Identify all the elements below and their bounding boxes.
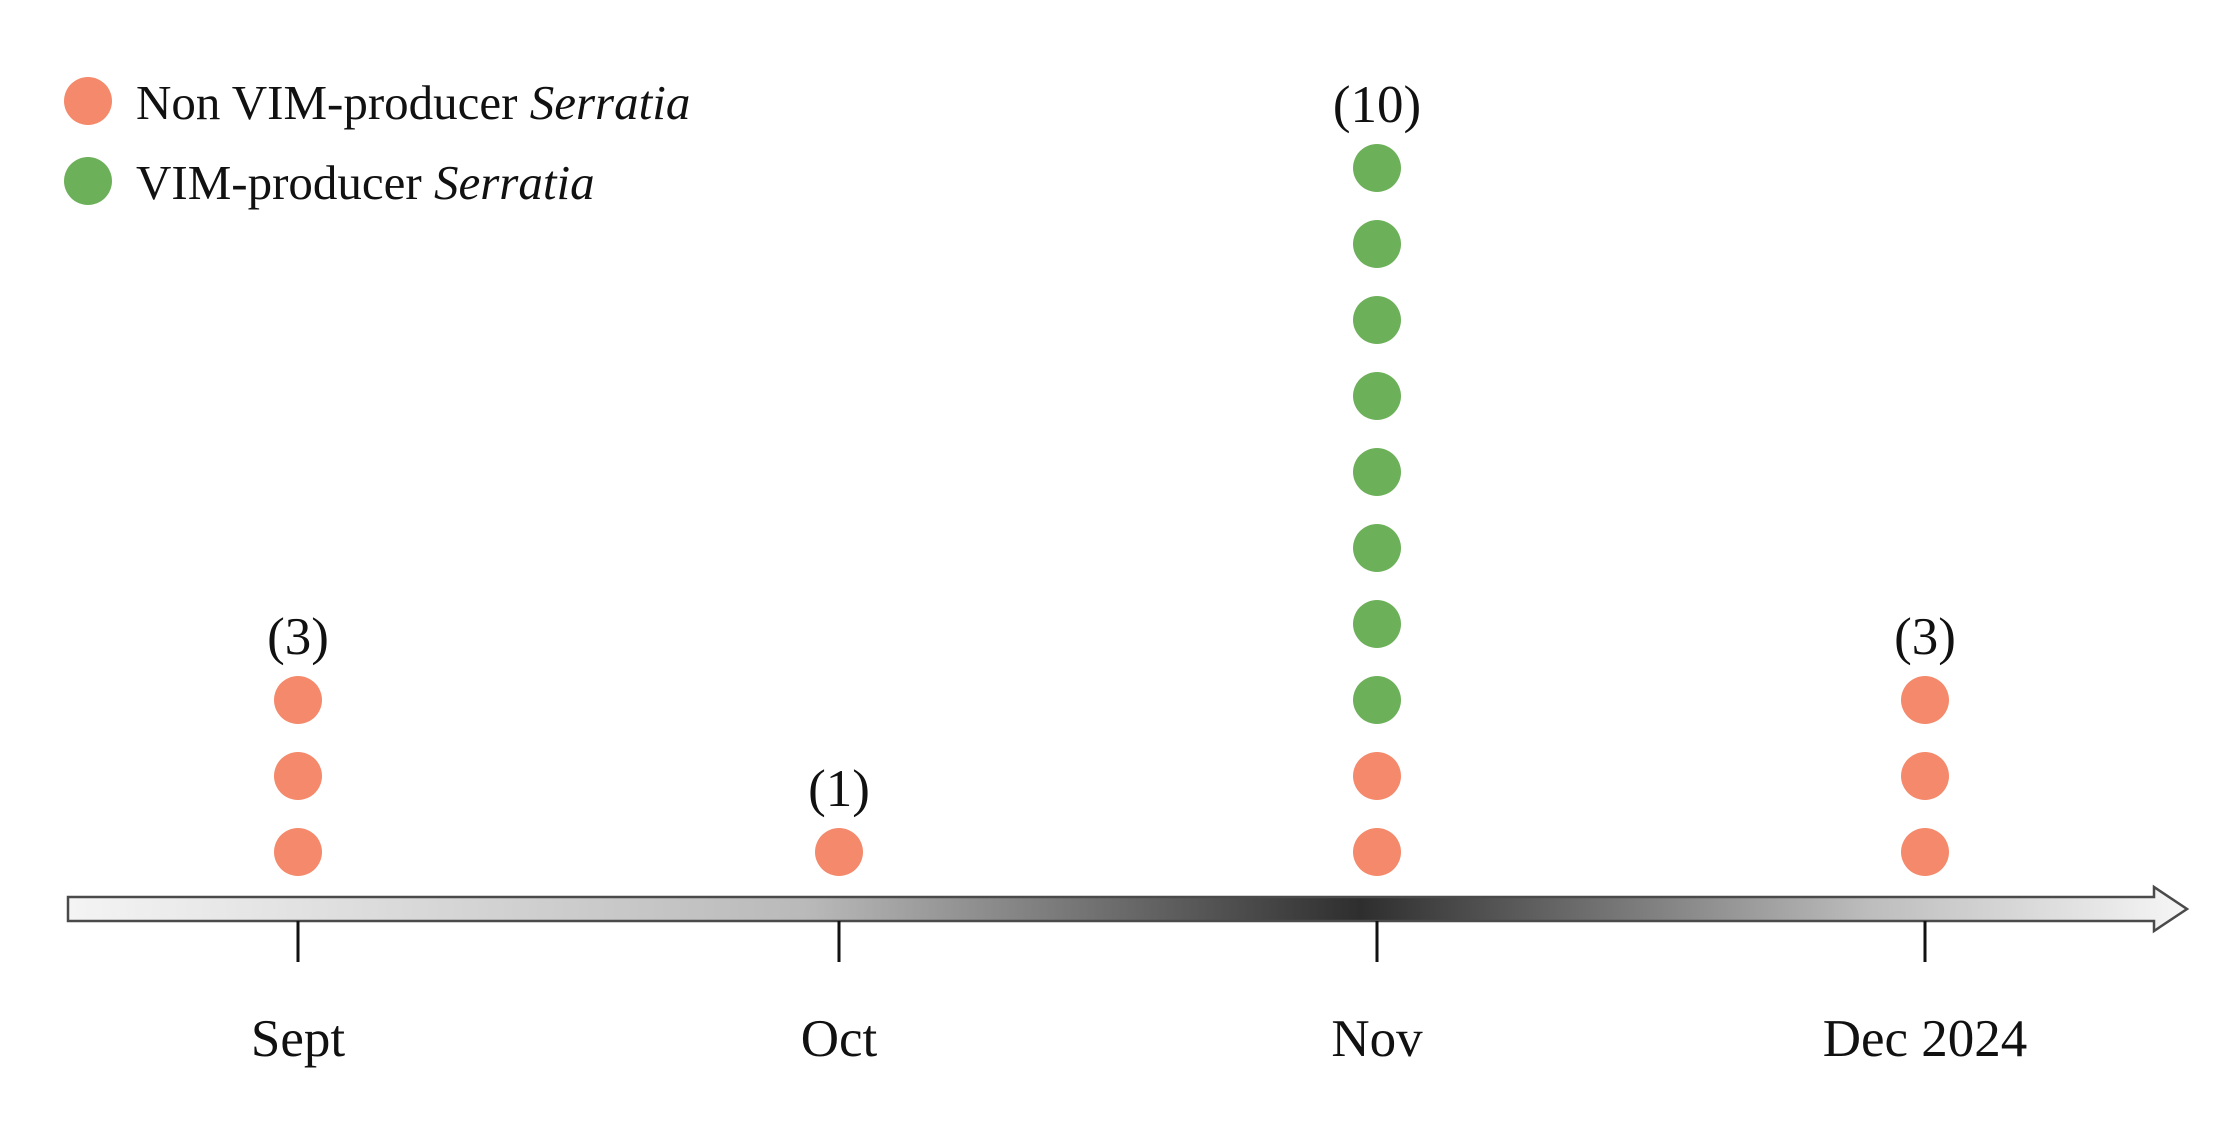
timeline-axis-arrow [66, 884, 2190, 934]
tick-labels: Sept Oct Nov Dec 2024 [251, 1010, 2027, 1068]
vim-dot [1353, 448, 1401, 496]
count-label: (10) [1333, 76, 1421, 134]
legend: Non VIM-producer Serratia VIM-producer S… [64, 75, 690, 210]
tick-marks [296, 921, 1927, 962]
vim-dot [1353, 144, 1401, 192]
non-vim-dot [1901, 676, 1949, 724]
legend-label-non-vim: Non VIM-producer Serratia [136, 75, 690, 130]
legend-label-vim-main: VIM-producer [136, 155, 422, 210]
non-vim-dot [1353, 828, 1401, 876]
vim-dot [1353, 524, 1401, 572]
non-vim-dot [815, 828, 863, 876]
vim-dot [1353, 372, 1401, 420]
legend-entry-vim: VIM-producer Serratia [64, 155, 595, 210]
non-vim-dot [274, 676, 322, 724]
vim-dot [1353, 220, 1401, 268]
count-labels: (3) (1) (10) (3) [267, 76, 1956, 818]
non-vim-dot [274, 752, 322, 800]
tick-label: Oct [801, 1010, 878, 1068]
count-label: (3) [1894, 608, 1956, 666]
count-label: (1) [808, 760, 870, 818]
tick-label: Nov [1331, 1010, 1423, 1068]
count-label: (3) [267, 608, 329, 666]
vim-dot [1353, 600, 1401, 648]
data-points [274, 144, 1949, 876]
non-vim-dot [1901, 752, 1949, 800]
vim-dot [1353, 676, 1401, 724]
legend-label-non-vim-italic: Serratia [530, 75, 691, 130]
non-vim-dot [1901, 828, 1949, 876]
legend-marker-non-vim [64, 77, 112, 125]
legend-label-non-vim-main: Non VIM-producer [136, 75, 517, 130]
tick-label: Dec 2024 [1823, 1010, 2028, 1068]
non-vim-dot [1353, 752, 1401, 800]
tick-label: Sept [251, 1010, 346, 1068]
timeline-axis [66, 884, 2190, 934]
legend-marker-vim [64, 157, 112, 205]
legend-label-vim: VIM-producer Serratia [136, 155, 595, 210]
vim-dot [1353, 296, 1401, 344]
legend-entry-non-vim: Non VIM-producer Serratia [64, 75, 690, 130]
legend-label-vim-italic: Serratia [434, 155, 595, 210]
non-vim-dot [274, 828, 322, 876]
